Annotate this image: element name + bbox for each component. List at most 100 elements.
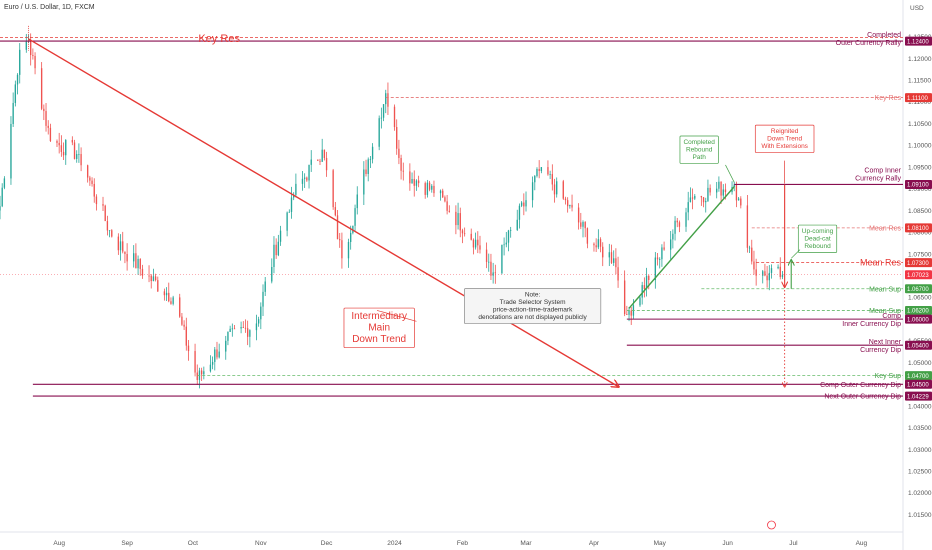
candle-body — [707, 187, 709, 201]
note-box: Note:Trade Selector Systemprice-action-t… — [478, 292, 587, 321]
candle-body — [685, 212, 687, 227]
price-tick-label: 1.11500 — [908, 77, 931, 84]
candle-body — [246, 328, 249, 337]
mean-sup-lower-label-line: Mean Sup — [869, 308, 901, 315]
candle-body — [503, 244, 505, 246]
time-tick-label: Dec — [321, 540, 333, 547]
candle-body — [260, 306, 262, 320]
candle-body — [613, 258, 615, 263]
price-tick-label: 1.02500 — [908, 468, 932, 475]
candle-body — [135, 253, 137, 269]
candle-body — [310, 159, 312, 165]
candle-body — [722, 189, 724, 196]
note-box-line: Trade Selector System — [500, 299, 566, 306]
candle-body — [672, 233, 674, 240]
completed-outer-currency-rally-price-tag-bg — [905, 36, 932, 46]
candle-body — [648, 275, 650, 281]
candle-body — [509, 229, 512, 231]
mean-res-label-line: Mean Res — [860, 258, 902, 268]
completed-rebound-path-label-line: Path — [692, 154, 706, 161]
next-inner-currency-dip-price-tag-bg — [905, 340, 932, 350]
candle-body — [60, 145, 63, 152]
candle-body — [740, 198, 742, 206]
candle-body — [148, 275, 150, 277]
candle-body — [122, 241, 124, 252]
candle-body — [400, 157, 402, 171]
candle-body — [293, 194, 295, 198]
candle-body — [659, 259, 661, 260]
candle-body — [45, 111, 47, 126]
up-coming-dead-cat-rebound-label-box — [797, 224, 838, 253]
completed-rebound-path-label-line: Completed — [683, 139, 715, 146]
candle-body — [415, 180, 418, 186]
mean-sup-label: Mean Sup — [869, 287, 901, 294]
candle-body — [288, 211, 290, 213]
candle-body — [187, 345, 190, 352]
candle-body — [91, 180, 93, 184]
price-tick-label: 1.02000 — [908, 490, 932, 497]
candle-body — [396, 127, 398, 149]
event-flag-icon — [767, 520, 776, 530]
candle-body — [170, 301, 172, 304]
completed-rebound-path-line — [628, 186, 735, 309]
candle-body — [444, 197, 446, 202]
candle-body — [442, 190, 444, 198]
candle-body — [229, 328, 231, 332]
candle-body — [641, 285, 643, 298]
candle-body — [523, 202, 525, 207]
candle-body — [494, 272, 497, 274]
candle-body — [367, 159, 369, 174]
mean-res-upper-label: Mean Res — [869, 225, 901, 232]
candle-body — [705, 200, 707, 203]
candle-body — [172, 297, 174, 304]
candle-body — [580, 222, 582, 227]
candle-body — [630, 310, 632, 316]
candle-body — [80, 154, 82, 166]
comp-outer-currency-dip-price-tag-text: 1.04500 — [907, 382, 929, 388]
candle-body — [645, 275, 648, 289]
candle-body — [623, 280, 626, 315]
candle-body — [319, 160, 321, 162]
candle-body — [566, 200, 569, 207]
comp-outer-currency-dip-label: Comp Outer Currency Dip — [820, 382, 901, 389]
candle-body — [446, 201, 448, 211]
candle-body — [317, 159, 319, 161]
candle-body — [531, 182, 534, 201]
candle-body — [295, 183, 297, 195]
candle-body — [58, 142, 60, 146]
time-tick-label: Feb — [457, 540, 469, 547]
intermediary-main-down-trend-label-line: Main — [368, 323, 390, 334]
candle-body — [777, 266, 779, 269]
candle-body — [255, 323, 258, 331]
candle-body — [185, 326, 187, 346]
candle-body — [417, 180, 420, 184]
next-outer-currency-dip-price-tag-bg — [905, 391, 932, 401]
candle-body — [86, 165, 89, 178]
mean-res-upper-price-tag-text: 1.08100 — [907, 226, 929, 232]
candle-body — [700, 196, 703, 198]
candle-body — [49, 127, 52, 142]
note-box-line: Note: — [525, 292, 541, 299]
candle-body — [564, 198, 567, 201]
candle-body — [249, 330, 251, 337]
candle-body — [718, 181, 720, 189]
candle-body — [599, 239, 602, 247]
candle-body — [571, 204, 573, 208]
candle-body — [477, 239, 479, 246]
candle-body — [183, 324, 185, 327]
candle-body — [676, 220, 678, 223]
candle-body — [746, 205, 749, 248]
price-tick-label: 1.08000 — [908, 230, 932, 237]
candle-body — [12, 102, 14, 124]
price-tick-label: 1.03500 — [908, 425, 932, 432]
candle-body — [371, 146, 374, 160]
candle-body — [753, 261, 755, 270]
candle-body — [111, 230, 113, 237]
candle-body — [336, 215, 339, 240]
